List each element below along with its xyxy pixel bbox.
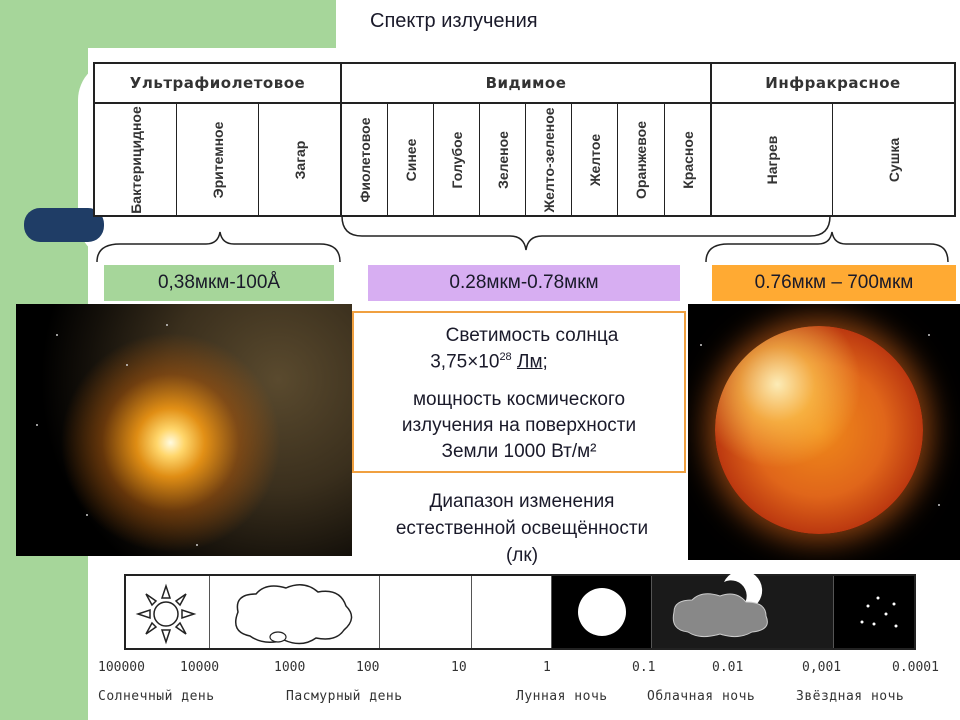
sun-sphere: [715, 326, 923, 534]
scale-tick: 0.1: [632, 660, 656, 675]
spectrum-cell: Синее: [388, 104, 434, 215]
scale-segment: [126, 576, 210, 648]
spectrum-cell: Сушка: [833, 104, 954, 215]
illumination-range-title: Диапазон изменения естественной освещённ…: [395, 491, 649, 566]
spectrum-cell-label: Фиолетовое: [356, 116, 373, 203]
earth-sunrise-image: [16, 304, 352, 556]
spectrum-cell: Желто-зеленое: [526, 104, 572, 215]
spectrum-cell-label: Сушка: [885, 137, 902, 182]
solar-info-box: Светимость солнца 3,75×1028 Лм; мощность…: [352, 311, 686, 473]
spectrum-cell-label: Эритемное: [209, 121, 226, 198]
brace-ir: [705, 231, 949, 263]
scale-tick: 10: [451, 660, 467, 675]
spectrum-cell-label: Оранжевое: [633, 120, 649, 199]
spectrum-cell: Желтое: [572, 104, 618, 215]
cloud-icon: [235, 584, 353, 645]
stars-icon: [860, 596, 898, 628]
scale-tick: 10000: [180, 660, 220, 675]
slide-title: Спектр излучения: [370, 10, 538, 32]
scale-segment: [472, 576, 552, 648]
full-moon-icon: [578, 588, 626, 636]
scale-segment: [834, 576, 914, 648]
crescent-moon-icon: [724, 570, 763, 611]
condition-label: Лунная ночь: [516, 689, 608, 704]
spectrum-cell-label: Желто-зеленое: [540, 106, 557, 213]
spectrum-cell: Бактерицидное: [95, 104, 177, 215]
spectrum-cell-label: Голубое: [448, 131, 465, 188]
scale-tick: 0.0001: [892, 660, 939, 675]
spectrum-cell-label: Красное: [679, 130, 696, 189]
spectrum-cell-label: Нагрев: [764, 135, 780, 184]
scale-tick: 100000: [98, 660, 145, 675]
luminosity-value: 3,75×1028 Лм;: [430, 351, 548, 373]
condition-label: Солнечный день: [98, 689, 215, 704]
sun-behind-cloud-icon: [269, 631, 287, 643]
scale-tick: 100: [356, 660, 380, 675]
decor-green-top: [0, 0, 336, 48]
spectrum-cell-label: Желтое: [586, 133, 603, 186]
condition-label: Пасмурный день: [286, 689, 403, 704]
group-header-visible: Видимое: [342, 64, 712, 104]
spectrum-cell-label: Зеленое: [494, 130, 511, 189]
range-visible: 0.28мкм-0.78мкм: [368, 265, 680, 301]
cosmic-power-text: мощность космического излучения на повер…: [401, 389, 637, 462]
spectrum-cell: Нагрев: [712, 104, 833, 215]
scale-tick: 0,001: [802, 660, 842, 675]
spectrum-cell-label: Бактерицидное: [127, 105, 144, 214]
spectrum-cell: Зеленое: [480, 104, 526, 215]
condition-label: Облачная ночь: [647, 689, 756, 704]
group-header-uv: Ультрафиолетовое: [95, 64, 342, 104]
range-infrared: 0.76мкм – 700мкм: [712, 265, 956, 301]
spectrum-cell: Эритемное: [177, 104, 259, 215]
dark-cloud-icon: [672, 593, 768, 638]
condition-label: Звёздная ночь: [796, 689, 905, 704]
scale-segment: [380, 576, 472, 648]
scale-tick: 1000: [274, 660, 306, 675]
spectrum-cell-label: Загар: [291, 140, 308, 179]
decor-navy-tab: [24, 208, 104, 242]
spectrum-cell: Красное: [665, 104, 712, 215]
scale-icons: [135, 570, 898, 645]
group-header-infrared: Инфракрасное: [712, 64, 954, 104]
sun-image: [688, 304, 960, 560]
luminosity-label: Светимость солнца: [445, 325, 619, 346]
scale-tick: 0.01: [712, 660, 744, 675]
sun-icon: [135, 583, 197, 645]
spectrum-cell-label: Синее: [402, 138, 419, 181]
spectrum-cell: Голубое: [434, 104, 480, 215]
scale-segment: [210, 576, 380, 648]
scale-tick: 1: [543, 660, 551, 675]
spectrum-cell: Загар: [259, 104, 342, 215]
spectrum-cell: Фиолетовое: [342, 104, 388, 215]
spectrum-cell: Оранжевое: [618, 104, 665, 215]
spectrum-table: Ультрафиолетовое Видимое Инфракрасное Ба…: [93, 62, 956, 217]
range-uv: 0,38мкм-100Å: [104, 265, 334, 301]
illumination-scale: [124, 570, 916, 650]
brace-visible: [341, 215, 831, 251]
